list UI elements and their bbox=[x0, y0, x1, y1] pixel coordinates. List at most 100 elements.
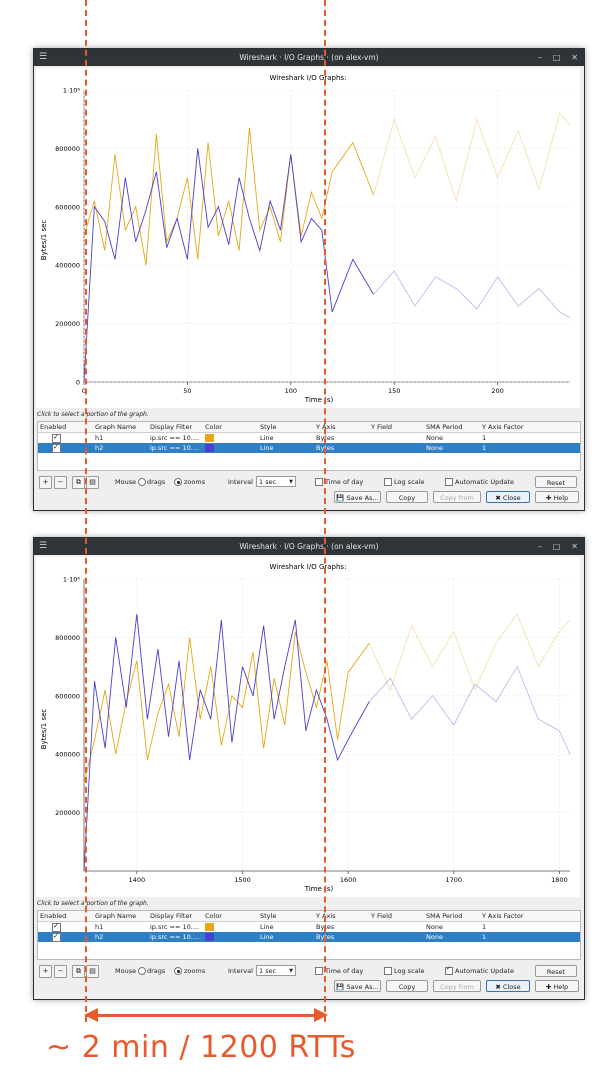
remove-graph-button[interactable]: − bbox=[54, 965, 67, 978]
automatic-update-checkbox[interactable] bbox=[445, 478, 453, 486]
enabled-checkbox[interactable] bbox=[52, 922, 61, 932]
help-button[interactable]: ✚ Help bbox=[535, 980, 579, 992]
series-line-faded-h2 bbox=[373, 270, 571, 319]
col-y-axis-factor[interactable]: Y Axis Factor bbox=[482, 423, 524, 431]
color-swatch[interactable] bbox=[205, 434, 214, 442]
table-row[interactable]: h2 ip.src == 10.... Line Bytes None 1 bbox=[38, 932, 580, 942]
y-field-cell bbox=[369, 443, 424, 453]
enabled-checkbox[interactable] bbox=[52, 443, 61, 453]
col-graph-name[interactable]: Graph Name bbox=[95, 912, 137, 920]
copy-from-button[interactable]: Copy from bbox=[433, 980, 481, 992]
remove-graph-button[interactable]: − bbox=[54, 476, 67, 489]
col-color[interactable]: Color bbox=[205, 912, 222, 920]
zooms-label[interactable]: zooms bbox=[184, 478, 206, 486]
col-y-field[interactable]: Y Field bbox=[371, 912, 393, 920]
reset-button[interactable]: Reset bbox=[535, 965, 577, 977]
menu-icon[interactable]: ☰ bbox=[39, 541, 48, 551]
maximize-icon[interactable]: □ bbox=[552, 542, 561, 551]
time-of-day-checkbox[interactable] bbox=[315, 478, 323, 486]
copy-graph-icon[interactable]: ⧉ bbox=[72, 476, 85, 489]
close-icon[interactable]: ✕ bbox=[571, 542, 578, 551]
enabled-checkbox[interactable] bbox=[52, 433, 61, 443]
log-scale-label[interactable]: Log scale bbox=[394, 478, 425, 486]
table-row[interactable]: h1 ip.src == 10.... Line Bytes None 1 bbox=[38, 922, 580, 932]
io-graphs-window-1: ☰ Wireshark · I/O Graphs · (on alex-vm) … bbox=[33, 48, 585, 511]
reset-button[interactable]: Reset bbox=[535, 476, 577, 488]
col-y-axis[interactable]: Y Axis bbox=[316, 423, 336, 431]
col-display-filter[interactable]: Display Filter bbox=[150, 912, 193, 920]
window-title: Wireshark · I/O Graphs · (on alex-vm) bbox=[239, 542, 379, 551]
col-sma-period[interactable]: SMA Period bbox=[426, 423, 463, 431]
menu-icon[interactable]: ☰ bbox=[39, 52, 48, 62]
interval-select[interactable]: 1 sec ▼ bbox=[256, 476, 296, 487]
help-label: Help bbox=[553, 494, 569, 502]
automatic-update-checkbox[interactable] bbox=[445, 965, 453, 975]
help-button[interactable]: ✚ Help bbox=[535, 491, 579, 503]
minimize-icon[interactable]: – bbox=[537, 53, 542, 62]
color-swatch[interactable] bbox=[205, 933, 214, 941]
zooms-radio[interactable] bbox=[174, 478, 182, 486]
table-row[interactable]: h2 ip.src == 10.... Line Bytes None 1 bbox=[38, 443, 580, 453]
series-line-faded-h1 bbox=[368, 613, 571, 692]
clear-graphs-icon[interactable]: ▤ bbox=[86, 965, 99, 978]
col-enabled[interactable]: Enabled bbox=[40, 912, 67, 920]
minimize-icon[interactable]: – bbox=[537, 542, 542, 551]
table-header: Enabled Graph Name Display Filter Color … bbox=[38, 422, 580, 433]
col-y-axis-factor[interactable]: Y Axis Factor bbox=[482, 912, 524, 920]
col-style[interactable]: Style bbox=[260, 423, 277, 431]
graph-table[interactable]: Enabled Graph Name Display Filter Color … bbox=[37, 421, 581, 471]
maximize-icon[interactable]: □ bbox=[552, 53, 561, 62]
color-swatch[interactable] bbox=[205, 444, 214, 452]
chevron-down-icon: ▼ bbox=[289, 968, 293, 974]
col-y-field[interactable]: Y Field bbox=[371, 423, 393, 431]
drags-radio[interactable] bbox=[138, 478, 146, 486]
copy-graph-icon[interactable]: ⧉ bbox=[72, 965, 85, 978]
drags-label[interactable]: drags bbox=[147, 967, 166, 975]
zooms-radio[interactable] bbox=[174, 967, 182, 975]
y-axis-factor-cell: 1 bbox=[482, 444, 487, 452]
add-graph-button[interactable]: + bbox=[39, 476, 52, 489]
io-graph-plot[interactable]: Wireshark I/O Graphs: Bytes/1 sec Time (… bbox=[36, 557, 580, 897]
style-cell: Line bbox=[260, 444, 274, 452]
log-scale-checkbox[interactable] bbox=[384, 967, 392, 975]
y-axis-factor-cell: 1 bbox=[482, 933, 487, 941]
y-tick-label: 600000 bbox=[55, 203, 80, 211]
color-swatch[interactable] bbox=[205, 923, 214, 931]
col-color[interactable]: Color bbox=[205, 423, 222, 431]
display-filter-cell: ip.src == 10.... bbox=[150, 434, 200, 442]
clear-graphs-icon[interactable]: ▤ bbox=[86, 476, 99, 489]
copy-button[interactable]: Copy bbox=[386, 980, 428, 992]
interval-select[interactable]: 1 sec ▼ bbox=[256, 965, 296, 976]
enabled-checkbox[interactable] bbox=[52, 932, 61, 942]
save-as-button[interactable]: 💾 Save As... bbox=[334, 491, 381, 503]
save-as-button[interactable]: 💾 Save As... bbox=[334, 980, 381, 992]
time-of-day-label[interactable]: Time of day bbox=[325, 967, 364, 975]
col-enabled[interactable]: Enabled bbox=[40, 423, 67, 431]
copy-button[interactable]: Copy bbox=[386, 491, 428, 503]
col-y-axis[interactable]: Y Axis bbox=[316, 912, 336, 920]
io-graph-plot[interactable]: Wireshark I/O Graphs: Bytes/1 sec Time (… bbox=[36, 68, 580, 408]
chart-svg[interactable]: Wireshark I/O Graphs: Bytes/1 sec Time (… bbox=[36, 68, 580, 408]
close-button[interactable]: ✖ Close bbox=[486, 491, 530, 503]
table-row[interactable]: h1 ip.src == 10.... Line Bytes None 1 bbox=[38, 433, 580, 443]
y-tick-label: 0 bbox=[76, 379, 80, 387]
drags-radio[interactable] bbox=[138, 967, 146, 975]
zooms-label[interactable]: zooms bbox=[184, 967, 206, 975]
automatic-update-label[interactable]: Automatic Update bbox=[455, 967, 514, 975]
automatic-update-label[interactable]: Automatic Update bbox=[455, 478, 514, 486]
graph-table[interactable]: Enabled Graph Name Display Filter Color … bbox=[37, 910, 581, 960]
drags-label[interactable]: drags bbox=[147, 478, 166, 486]
log-scale-checkbox[interactable] bbox=[384, 478, 392, 486]
col-style[interactable]: Style bbox=[260, 912, 277, 920]
add-graph-button[interactable]: + bbox=[39, 965, 52, 978]
col-sma-period[interactable]: SMA Period bbox=[426, 912, 463, 920]
chart-svg[interactable]: Wireshark I/O Graphs: Bytes/1 sec Time (… bbox=[36, 557, 580, 897]
col-graph-name[interactable]: Graph Name bbox=[95, 423, 137, 431]
copy-from-button[interactable]: Copy from bbox=[433, 491, 481, 503]
time-of-day-checkbox[interactable] bbox=[315, 967, 323, 975]
log-scale-label[interactable]: Log scale bbox=[394, 967, 425, 975]
close-button[interactable]: ✖ Close bbox=[486, 980, 530, 992]
col-display-filter[interactable]: Display Filter bbox=[150, 423, 193, 431]
close-icon[interactable]: ✕ bbox=[571, 53, 578, 62]
time-of-day-label[interactable]: Time of day bbox=[325, 478, 364, 486]
